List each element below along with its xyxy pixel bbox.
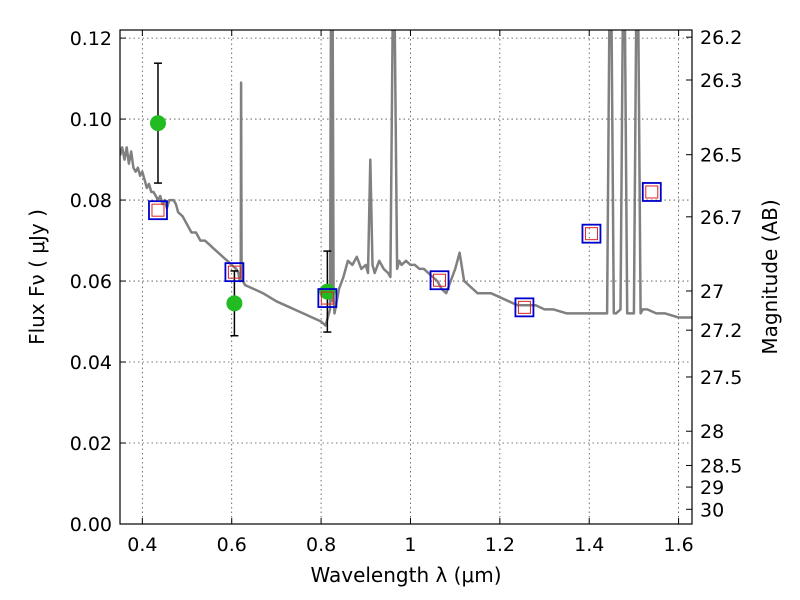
observed-flux-point — [226, 295, 243, 312]
observed-flux-point — [149, 115, 166, 132]
x-tick-label: 1.2 — [485, 534, 515, 556]
y-axis-label: Flux Fν ( μJy ) — [25, 209, 49, 345]
ticks: 0.4 0.6 0.8 1 1.2 1.4 1.6 0.00 0.02 0.04 0.06 0.08 0… — [70, 27, 743, 556]
data-layer — [120, 30, 692, 337]
y2-tick-label: 26.7 — [700, 207, 742, 229]
y2-axis-label: Magnitude (AB) — [758, 199, 782, 354]
model-photometry-inner-square — [645, 185, 659, 199]
x-axis-label: Wavelength λ (μm) — [310, 563, 501, 587]
y-tick-label: 0.06 — [70, 271, 112, 293]
y2-tick-label: 27.5 — [700, 367, 742, 389]
y2-tick-label: 29 — [700, 477, 724, 499]
y2-tick-label: 28 — [700, 421, 724, 443]
x-tick-label: 0.8 — [306, 534, 336, 556]
x-tick-label: 0.4 — [127, 534, 157, 556]
model-photometry-square — [641, 182, 662, 202]
x-tick-label: 1.4 — [574, 534, 604, 556]
model-photometry-square — [317, 288, 338, 308]
model-spectrum-line — [120, 30, 692, 327]
plot-background — [120, 30, 692, 524]
y-tick-label: 0.12 — [70, 28, 112, 50]
y2-tick-label: 28.5 — [700, 455, 742, 477]
model-photometry-inner-square — [517, 300, 531, 314]
model-photometry-square — [514, 297, 535, 318]
x-tick-label: 0.6 — [217, 534, 247, 556]
y-tick-label: 0.04 — [70, 352, 112, 374]
plot-frame — [119, 29, 693, 525]
y-tick-label: 0.00 — [70, 514, 112, 536]
y2-tick-label: 30 — [700, 499, 724, 521]
y2-tick-label: 26.5 — [700, 145, 742, 167]
y2-tick-label: 27.2 — [700, 320, 742, 342]
x-tick-label: 1.6 — [663, 534, 693, 556]
y-tick-label: 0.08 — [70, 190, 112, 212]
y2-tick-label: 26.2 — [700, 27, 742, 49]
y-tick-label: 0.10 — [70, 109, 112, 131]
model-photometry-inner-square — [433, 273, 447, 287]
x-tick-label: 1 — [404, 534, 416, 556]
model-photometry-square — [224, 262, 245, 283]
model-photometry-square — [148, 200, 168, 221]
model-photometry-square — [429, 270, 450, 291]
model-photometry-inner-square — [584, 227, 598, 241]
model-photometry-inner-square — [151, 203, 165, 217]
model-photometry-inner-square — [320, 291, 334, 305]
y2-tick-label: 26.3 — [700, 70, 742, 92]
model-photometry-square — [581, 223, 602, 244]
y-tick-label: 0.02 — [70, 433, 112, 455]
y2-tick-label: 27 — [700, 281, 724, 303]
model-photometry-inner-square — [227, 265, 241, 279]
